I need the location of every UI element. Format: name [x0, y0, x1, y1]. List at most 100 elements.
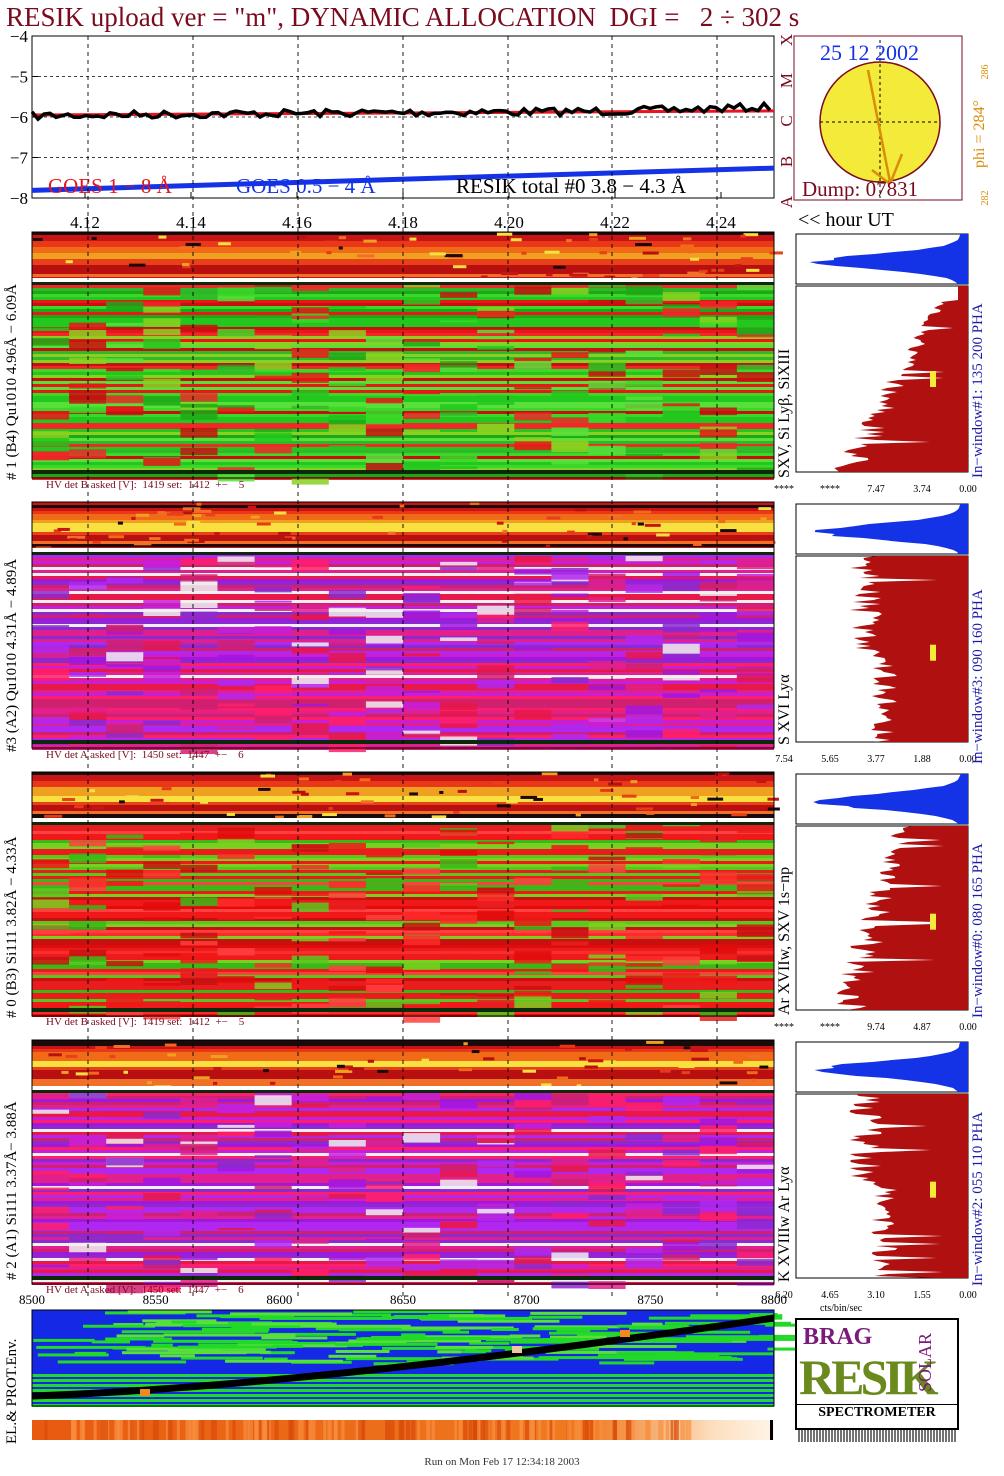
x-tick-label: 4.14	[176, 213, 206, 232]
environment-panel	[31, 1309, 888, 1440]
light-curve-chart: −4−5−6−7−8 4.12 4.14 4.16 4.18 4.20 4.22 4.24 …	[10, 27, 775, 232]
panel-1-window-label: In−window#1: 135 200 PHA	[970, 303, 986, 478]
light-curve-x-axis: 4.12 4.14 4.16 4.18 4.20 4.22 4.24	[70, 192, 736, 232]
env-label: EL.& PROT.Env.	[4, 1338, 20, 1444]
detector-panel-3: **** **** 9.74 4.87 0.00	[31, 771, 977, 1033]
page-title: RESIK upload ver = "m", DYNAMIC ALLOCATI…	[6, 2, 800, 32]
series-goes-short	[32, 165, 774, 193]
orbit-tick-label: 8700	[514, 1292, 540, 1307]
orbit-tick-label: 8550	[143, 1292, 169, 1307]
pha-tick-label: ****	[820, 1022, 840, 1033]
x-tick-label: 4.12	[70, 213, 100, 232]
orbit-tick-label: 8650	[390, 1292, 416, 1307]
pha-tick-label: 3.74	[913, 484, 931, 495]
pha-tick-label: 4.65	[821, 1290, 839, 1301]
sun-orbit-track	[866, 69, 892, 183]
pha-large-histogram	[849, 556, 968, 742]
pha-tick-label: 0.00	[959, 1022, 977, 1033]
pha-tick-label: ****	[820, 484, 840, 495]
pha-large-histogram	[836, 826, 968, 1010]
pha-tick-label: ****	[774, 1022, 794, 1033]
flare-class-letters: X M C B A	[777, 34, 796, 208]
pha-small-histogram	[813, 774, 968, 824]
orbit-tick-label: 8800	[761, 1292, 787, 1307]
legend-goes-short: GOES 0.5 − 4 Å	[236, 174, 376, 198]
y-tick-label: −7	[10, 149, 29, 168]
x-tick-label: 4.20	[494, 213, 524, 232]
panel-2-window-label: In−window#3: 090 160 PHA	[970, 589, 986, 764]
panel-3-window-label: In−window#0: 080 165 PHA	[970, 843, 986, 1018]
pha-window-marker	[930, 371, 936, 387]
legend-resik-total: RESIK total #0 3.8 − 4.3 Å	[456, 174, 687, 198]
y-tick-label: −6	[10, 108, 28, 127]
panel-4-window-label: In−window#2: 055 110 PHA	[970, 1111, 986, 1286]
flare-class-letter: X	[777, 34, 796, 46]
pha-tick-label: 3.77	[867, 754, 885, 765]
pha-tick-label: 9.74	[867, 1022, 885, 1033]
pha-tick-label: 0.00	[959, 1290, 977, 1301]
pha-tick-label: 7.47	[867, 484, 885, 495]
panel-3-left-label: # 0 (B3) Si111 3.82Å − 4.33Å	[4, 836, 20, 1018]
flare-class-letter: A	[777, 195, 796, 208]
phi-top: 286	[980, 65, 991, 80]
pha-tick-label: 1.88	[913, 754, 931, 765]
panel-1-left-label: # 1 (B4) Qu1010 4.96Å − 6.09Å	[4, 284, 20, 480]
flare-class-letter: M	[777, 73, 796, 88]
dump-number: Dump: 07831	[802, 177, 918, 201]
light-curve-series	[30, 100, 775, 193]
pha-tick-label: ****	[774, 484, 794, 495]
pha-small-histogram	[814, 1042, 968, 1092]
orbit-tick-label: 8600	[266, 1292, 292, 1307]
detector-panel-2: 7.54 5.65 3.77 1.88 0.00	[31, 501, 977, 765]
pha-tick-label: 6.20	[775, 1290, 793, 1301]
resik-logo: BRAG RESIK SOLAR SPECTROMETER	[795, 1318, 959, 1430]
pha-large-histogram	[834, 286, 968, 472]
detector-panel-1: **** **** 7.47 3.74 0.00	[31, 231, 977, 495]
panel-4-line-label: K XVIIIw Ar Lyα	[776, 1166, 793, 1282]
hv-text-panel-3: HV det B asked [V]: 1419 set: 1412 +− 5	[46, 1016, 245, 1028]
orbit-x-axis: 8500 8550 8600 8650 8700 8750 8800	[19, 1292, 787, 1307]
legend-goes-long: GOES 1 − 8 Å	[48, 174, 173, 198]
x-tick-label: 4.16	[282, 213, 312, 232]
pha-tick-label: 1.55	[913, 1290, 931, 1301]
pha-tick-label: 3.10	[867, 1290, 885, 1301]
panel-4-left-label: # 2 (A1) Si111 3.37Å− 3.88Å	[4, 1101, 20, 1280]
panel-2-left-label: #3 (A2) Qu1010 4.31Å − 4.89Å	[4, 558, 20, 752]
panel-1-line-label: SXV, Si Lyβ, SiXIII	[776, 348, 793, 478]
pha-tick-label: 0.00	[959, 754, 977, 765]
phi-label: phi = 284°	[971, 100, 988, 168]
panel-2-line-label: S XVI Lyα	[776, 674, 793, 745]
footer-run-info: Run on Mon Feb 17 12:34:18 2003	[424, 1456, 580, 1468]
pha-window-marker	[930, 644, 936, 661]
pha-window-marker	[930, 1181, 936, 1198]
orbit-tick-label: 8500	[19, 1292, 45, 1307]
y-tick-label: −4	[10, 27, 29, 46]
pha-tick-label: 0.00	[959, 484, 977, 495]
pha-tick-label: 5.65	[821, 754, 839, 765]
pha-small-histogram	[809, 234, 968, 284]
hv-text-panel-2: HV det A asked [V]: 1450 set: 1447 +− 6	[46, 749, 244, 761]
pha-large-histogram	[849, 1094, 968, 1278]
sun-date: 25 12 2002	[820, 40, 919, 65]
detector-panel-4: 6.20 4.65 3.10 1.55 0.00	[31, 1039, 977, 1301]
time-axis-label: << hour UT	[798, 209, 894, 231]
pha-x-label: cts/bin/sec	[820, 1303, 863, 1314]
phi-bottom: 282	[980, 191, 991, 206]
pha-window-marker	[930, 913, 936, 930]
pha-tick-label: 4.87	[913, 1022, 931, 1033]
x-tick-label: 4.24	[706, 213, 736, 232]
logo-fine-print	[798, 1430, 956, 1442]
pha-small-histogram	[814, 504, 968, 554]
series-resik-total	[30, 100, 772, 122]
hv-text-panel-1: HV det B asked [V]: 1419 set: 1412 +− 5	[46, 479, 245, 491]
y-tick-label: −5	[10, 68, 28, 87]
x-tick-label: 4.22	[600, 213, 630, 232]
orbit-path	[31, 1314, 775, 1400]
y-tick-label: −8	[10, 189, 28, 208]
flare-class-letter: B	[777, 156, 796, 167]
orbit-tick-label: 8750	[637, 1292, 663, 1307]
pha-tick-label: 7.54	[775, 754, 793, 765]
hv-text-panel-4: HV det A asked [V]: 1450 set: 1447 +− 6	[46, 1284, 244, 1296]
